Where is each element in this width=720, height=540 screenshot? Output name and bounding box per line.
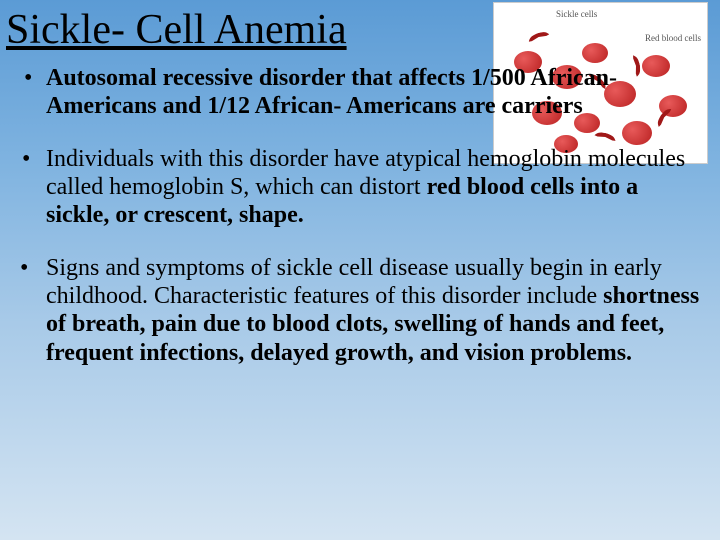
bullet-1-text: Autosomal recessive disorder that affect…: [46, 65, 617, 119]
bullet-2: Individuals with this disorder have atyp…: [18, 145, 702, 230]
bullet-3: Signs and symptoms of sickle cell diseas…: [18, 254, 702, 367]
bullet-3-pre: Signs and symptoms of sickle cell diseas…: [46, 255, 662, 309]
label-sickle: Sickle cells: [556, 9, 597, 19]
content-area: Autosomal recessive disorder that affect…: [0, 54, 720, 367]
label-rbc: Red blood cells: [645, 33, 701, 43]
sickle-icon: [593, 130, 617, 145]
sickle-icon: [527, 30, 551, 47]
rbc-icon: [622, 121, 652, 145]
rbc-icon: [582, 43, 608, 63]
bullet-1: Autosomal recessive disorder that affect…: [18, 64, 702, 121]
